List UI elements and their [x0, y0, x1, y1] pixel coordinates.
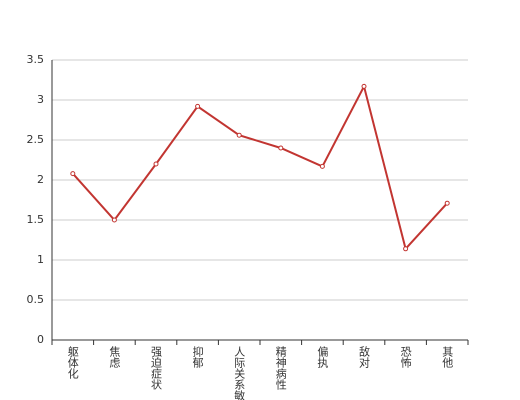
- x-tick-label: 精神病性: [274, 346, 287, 391]
- point: [153, 161, 159, 167]
- x-tick-label: 恐怖: [399, 346, 412, 368]
- point: [444, 200, 450, 206]
- x-tick-label: 焦虑: [108, 346, 121, 368]
- x-tick-label: 敌对: [358, 345, 371, 368]
- y-tick-label: 0.5: [27, 293, 45, 306]
- x-tick-label: 强迫症状: [150, 346, 163, 390]
- point: [195, 103, 201, 109]
- point: [361, 83, 367, 89]
- point: [236, 132, 242, 138]
- point: [278, 145, 284, 151]
- x-tick-label: 人际关系敏感: [233, 346, 246, 400]
- y-tick-label: 0: [37, 333, 44, 346]
- y-tick-label: 3.5: [27, 53, 45, 66]
- point: [70, 171, 76, 177]
- point: [111, 217, 117, 223]
- line: [72, 83, 448, 251]
- x-tick-label: 偏执: [316, 345, 329, 369]
- y-tick-label: 3: [37, 93, 44, 106]
- y-tick-label: 2: [37, 173, 44, 186]
- y-tick-label: 2.5: [27, 133, 45, 146]
- x-tick-label: 抑郁: [191, 345, 204, 368]
- y-tick-label: 1.5: [27, 213, 45, 226]
- x-tick-label: 其他: [441, 346, 454, 368]
- point: [403, 246, 409, 252]
- y-tick-label: 1: [37, 253, 44, 266]
- x-tick-label: 躯体化: [66, 346, 79, 380]
- point: [319, 163, 325, 169]
